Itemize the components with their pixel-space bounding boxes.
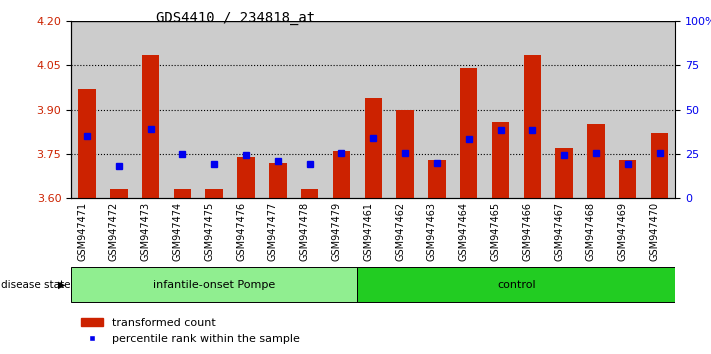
Bar [294,21,326,198]
Bar [516,21,548,198]
Bar [326,21,358,198]
Bar [643,21,675,198]
Bar [198,21,230,198]
Bar [428,160,446,198]
Bar [333,151,351,198]
Text: infantile-onset Pompe: infantile-onset Pompe [153,280,275,290]
Bar [71,268,358,302]
Bar [619,160,636,198]
Text: GSM947476: GSM947476 [236,202,246,261]
Text: GSM947471: GSM947471 [77,202,87,261]
Bar [262,21,294,198]
Bar [134,21,166,198]
Bar [651,133,668,198]
Text: GSM947470: GSM947470 [650,202,660,261]
Bar [358,268,675,302]
Bar [110,189,127,198]
Text: GSM947466: GSM947466 [523,202,533,261]
Text: GSM947464: GSM947464 [459,202,469,261]
Bar [205,189,223,198]
Bar [396,110,414,198]
Text: GDS4410 / 234818_at: GDS4410 / 234818_at [156,11,316,25]
Bar [587,125,604,198]
Bar [453,21,485,198]
Bar [358,21,389,198]
Bar [166,21,198,198]
Bar [389,21,421,198]
Text: GSM947467: GSM947467 [554,202,564,261]
Bar [580,21,612,198]
Bar [230,21,262,198]
Text: GSM947463: GSM947463 [427,202,437,261]
Bar [237,157,255,198]
Text: GSM947477: GSM947477 [268,202,278,261]
Bar [173,189,191,198]
Text: disease state: disease state [1,280,70,290]
Legend: transformed count, percentile rank within the sample: transformed count, percentile rank withi… [77,314,304,348]
Bar [485,21,516,198]
Bar [71,21,103,198]
Bar [269,163,287,198]
Text: GSM947472: GSM947472 [109,202,119,261]
Text: GSM947462: GSM947462 [395,202,405,261]
Text: GSM947479: GSM947479 [331,202,341,261]
Bar [421,21,453,198]
Bar [365,98,382,198]
Bar [301,189,319,198]
Bar [612,21,643,198]
Bar [548,21,580,198]
Text: GSM947465: GSM947465 [491,202,501,261]
Bar [492,121,509,198]
Text: control: control [497,280,535,290]
Text: GSM947475: GSM947475 [204,202,214,261]
Text: GSM947474: GSM947474 [173,202,183,261]
Text: GSM947468: GSM947468 [586,202,596,261]
Bar [460,68,478,198]
Text: GSM947469: GSM947469 [618,202,628,261]
Bar [142,55,159,198]
Bar [555,148,573,198]
Bar [523,55,541,198]
Text: GSM947473: GSM947473 [141,202,151,261]
Text: GSM947478: GSM947478 [299,202,310,261]
Bar [78,89,96,198]
Text: GSM947461: GSM947461 [363,202,373,261]
Bar [103,21,134,198]
Text: ▶: ▶ [58,280,65,290]
